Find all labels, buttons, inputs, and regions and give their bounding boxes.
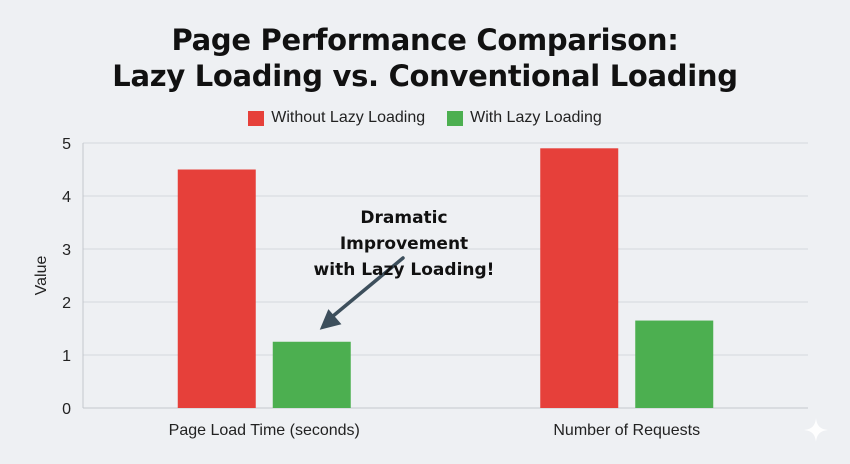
annotation-arrow-head xyxy=(319,309,342,330)
annotation-line-2: with Lazy Loading! xyxy=(313,260,495,280)
legend-label-without-lazy: Without Lazy Loading xyxy=(271,109,426,126)
legend-item-with-lazy: With Lazy Loading xyxy=(447,109,602,127)
legend: Without Lazy Loading With Lazy Loading xyxy=(0,109,850,127)
bar-with-lazy-1 xyxy=(635,320,714,408)
legend-item-without-lazy: Without Lazy Loading xyxy=(248,109,425,127)
legend-swatch-with-lazy xyxy=(447,110,464,126)
bar-with-lazy-0 xyxy=(272,341,351,408)
y-tick-label: 3 xyxy=(62,242,71,259)
y-tick-label: 2 xyxy=(62,295,71,312)
y-axis-label: Value xyxy=(33,256,50,296)
bar-without-lazy-0 xyxy=(177,169,256,408)
annotation-text: Dramatic Improvement with Lazy Loading! xyxy=(298,205,510,283)
chart-title-line-1: Page Performance Comparison: xyxy=(171,23,679,57)
y-tick-label: 5 xyxy=(62,136,71,153)
x-tick-label: Number of Requests xyxy=(553,422,700,439)
y-tick-label: 1 xyxy=(62,348,71,365)
x-tick-label: Page Load Time (seconds) xyxy=(169,422,360,439)
y-tick-label: 0 xyxy=(62,401,71,418)
annotation-arrow-shaft xyxy=(328,256,405,321)
legend-label-with-lazy: With Lazy Loading xyxy=(470,109,602,126)
annotation-line-1: Dramatic Improvement xyxy=(339,208,469,254)
y-tick-label: 4 xyxy=(62,189,71,206)
chart-title: Page Performance Comparison: Lazy Loadin… xyxy=(0,22,850,94)
bar-without-lazy-1 xyxy=(540,148,619,409)
sparkle-icon xyxy=(804,418,828,442)
legend-swatch-without-lazy xyxy=(248,110,265,126)
chart-title-line-2: Lazy Loading vs. Conventional Loading xyxy=(112,59,738,93)
